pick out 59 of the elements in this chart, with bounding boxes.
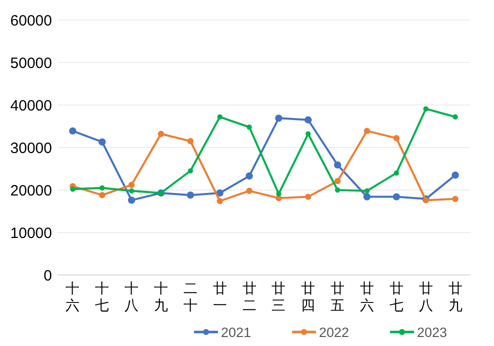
x-tick-label: 廿二 xyxy=(242,280,256,313)
point xyxy=(70,186,76,192)
y-tick-label: 20000 xyxy=(10,182,52,200)
point xyxy=(99,192,106,198)
point xyxy=(305,194,312,200)
point xyxy=(275,114,282,122)
x-tick-label: 廿六 xyxy=(360,280,374,313)
point xyxy=(246,124,252,130)
point xyxy=(246,188,252,194)
x-tick-label: 廿七 xyxy=(389,280,404,313)
point xyxy=(304,116,312,124)
point xyxy=(392,193,400,200)
point xyxy=(334,187,340,193)
point xyxy=(128,182,135,188)
point xyxy=(158,130,164,137)
x-tick-label: 廿一 xyxy=(212,280,227,313)
x-tick-label: 二十 xyxy=(183,280,198,313)
point xyxy=(364,128,370,134)
legend-label: 2022 xyxy=(319,325,350,340)
point xyxy=(216,198,223,204)
point xyxy=(128,196,136,204)
point xyxy=(100,185,105,190)
x-tick-label: 廿三 xyxy=(272,280,286,313)
y-tick-label: 10000 xyxy=(10,225,52,242)
x-tick-label: 廿九 xyxy=(448,280,462,313)
point xyxy=(246,172,253,180)
point xyxy=(363,193,371,200)
point xyxy=(98,138,106,146)
point xyxy=(306,131,311,136)
point xyxy=(186,192,194,199)
point xyxy=(69,127,76,135)
point xyxy=(393,135,400,142)
point xyxy=(452,196,458,202)
x-tick-label: 十七 xyxy=(95,280,110,313)
point xyxy=(452,114,458,120)
point xyxy=(394,170,400,176)
point xyxy=(334,161,342,169)
x-tick-label: 廿五 xyxy=(330,280,345,313)
x-tick-label: 廿八 xyxy=(418,280,433,313)
y-tick-label: 60000 xyxy=(10,12,52,30)
point xyxy=(334,178,341,184)
point xyxy=(364,188,370,194)
x-tick-label: 十八 xyxy=(124,280,139,313)
x-tick-label: 廿四 xyxy=(301,280,316,313)
y-tick-label: 30000 xyxy=(10,140,52,157)
point xyxy=(188,168,194,174)
point xyxy=(452,172,459,179)
point xyxy=(423,106,428,112)
legend-label: 2021 xyxy=(221,325,252,340)
point xyxy=(217,114,222,120)
legend-label: 2023 xyxy=(417,325,448,340)
y-tick-label: 40000 xyxy=(10,98,52,114)
y-tick-label: 50000 xyxy=(10,55,52,72)
x-tick-label: 十六 xyxy=(66,280,80,313)
y-tick-label: 0 xyxy=(44,268,52,284)
point xyxy=(128,188,134,194)
x-tick-label: 十九 xyxy=(154,280,168,313)
point xyxy=(187,138,194,144)
point xyxy=(276,191,282,196)
